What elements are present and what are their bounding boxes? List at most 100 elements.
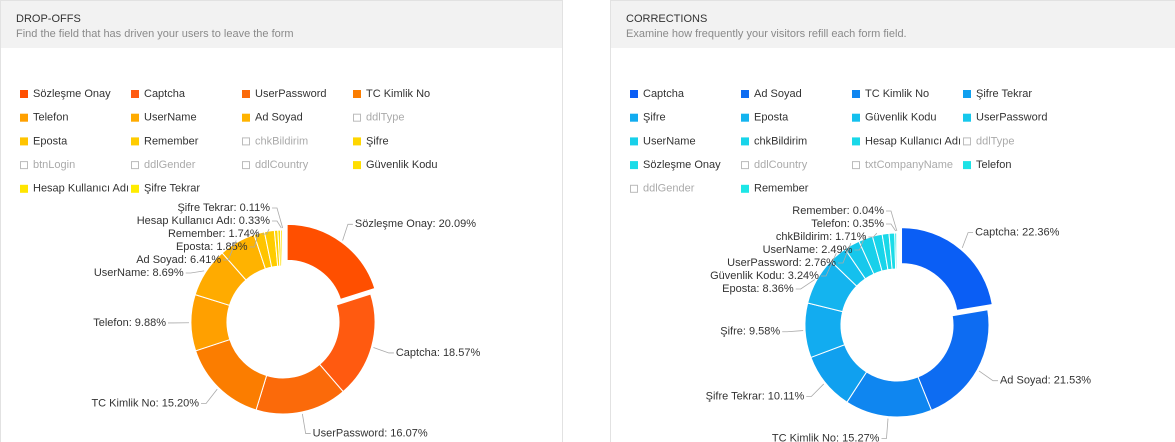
legend-swatch	[852, 90, 860, 98]
legend-swatch	[20, 184, 28, 193]
data-label: UserName: 8.69%	[94, 267, 184, 279]
legend-swatch	[20, 113, 28, 122]
legend-swatch	[852, 113, 860, 122]
legend-label: ddlType	[366, 112, 405, 124]
panel-title: CORRECTIONS	[626, 13, 707, 25]
data-label: Telefon: 0.35%	[811, 218, 884, 230]
legend-label: ddlGender	[144, 159, 196, 171]
legend-swatch	[131, 184, 139, 193]
legend-label: ddlType	[976, 135, 1015, 147]
label-leader	[373, 347, 394, 354]
data-label: Sözleşme Onay: 20.09%	[355, 218, 476, 230]
label-leader	[185, 270, 205, 274]
data-label: Şifre Tekrar: 0.11%	[177, 202, 270, 214]
legend-label: Telefon	[976, 159, 1011, 171]
legend-label: UserPassword	[976, 112, 1048, 124]
legend-label: chkBildirim	[255, 135, 308, 147]
legend-label: Şifre Tekrar	[976, 88, 1032, 100]
data-label: Hesap Kullanıcı Adı: 0.33%	[137, 215, 271, 227]
legend-swatch	[242, 161, 250, 170]
legend-swatch	[630, 90, 638, 98]
data-label: Ad Soyad: 6.41%	[136, 254, 221, 266]
legend-swatch	[741, 137, 749, 146]
data-label: Eposta: 8.36%	[722, 283, 794, 295]
legend-label: ddlCountry	[754, 159, 808, 171]
legend-label: Şifre Tekrar	[144, 183, 200, 195]
panel	[610, 0, 1175, 442]
legend-label: Ad Soyad	[754, 88, 802, 100]
legend-label: ddlCountry	[255, 159, 309, 171]
legend-swatch	[20, 137, 28, 146]
legend-swatch	[741, 161, 749, 170]
legend-label: Sözleşme Onay	[33, 88, 111, 100]
legend-label: Şifre	[643, 112, 666, 124]
legend-label: Remember	[754, 183, 809, 195]
legend-label: TC Kimlik No	[366, 88, 430, 100]
legend-label: UserPassword	[255, 88, 327, 100]
legend-label: Ad Soyad	[255, 112, 303, 124]
legend-swatch	[741, 184, 749, 193]
legend-label: ddlGender	[643, 183, 695, 195]
label-leader	[854, 236, 866, 251]
legend-label: Telefon	[33, 112, 68, 124]
data-label: UserPassword: 2.76%	[727, 257, 836, 269]
legend-label: Hesap Kullanıcı Adı	[33, 183, 129, 195]
label-leader	[249, 231, 260, 248]
label-leader	[201, 388, 218, 404]
legend-swatch	[353, 90, 361, 98]
legend-swatch	[131, 90, 139, 98]
legend-swatch	[963, 90, 971, 98]
legend-swatch	[131, 113, 139, 122]
data-label: UserName: 2.49%	[763, 244, 853, 256]
legend-swatch	[353, 113, 361, 122]
legend-label: chkBildirim	[754, 135, 807, 147]
legend-swatch	[852, 137, 860, 146]
data-label: Remember: 0.04%	[792, 205, 884, 217]
legend-swatch	[242, 113, 250, 122]
legend-swatch	[741, 113, 749, 122]
data-label: Şifre Tekrar: 10.11%	[706, 390, 805, 402]
label-leader	[782, 330, 804, 333]
legend-swatch	[353, 161, 361, 170]
panel	[0, 0, 563, 442]
data-label: TC Kimlik No: 15.20%	[91, 397, 199, 409]
label-leader	[978, 370, 998, 382]
panel-subtitle: Examine how frequently your visitors ref…	[626, 28, 907, 40]
legend-swatch	[242, 90, 250, 98]
legend-label: Captcha	[643, 88, 685, 100]
legend-label: UserName	[144, 112, 197, 124]
data-label: TC Kimlik No: 15.27%	[772, 432, 880, 442]
label-leader	[272, 207, 284, 229]
legend-swatch	[630, 184, 638, 193]
data-label: Ad Soyad: 21.53%	[1000, 375, 1091, 387]
donut-slice	[286, 223, 376, 300]
label-leader	[881, 418, 889, 439]
donut-slice	[901, 227, 993, 311]
legend-swatch	[630, 113, 638, 122]
legend-label: Güvenlik Kodu	[865, 112, 937, 124]
legend-swatch	[963, 161, 971, 170]
legend-label: Şifre	[366, 135, 389, 147]
legend-swatch	[741, 90, 749, 98]
legend-swatch	[20, 90, 28, 98]
legend-swatch	[242, 137, 250, 146]
legend-swatch	[630, 161, 638, 170]
legend-swatch	[353, 137, 361, 146]
panel-header	[611, 1, 1175, 48]
label-leader	[886, 223, 897, 232]
label-leader	[261, 228, 270, 235]
panel-subtitle: Find the field that has driven your user…	[16, 28, 294, 40]
legend-label: Eposta	[754, 112, 789, 124]
data-label: chkBildirim: 1.71%	[776, 231, 867, 243]
legend-swatch	[20, 161, 28, 170]
legend-label: Remember	[144, 135, 199, 147]
data-label: Güvenlik Kodu: 3.24%	[710, 270, 819, 282]
legend-swatch	[852, 161, 860, 170]
legend-label: txtCompanyName	[865, 159, 953, 171]
label-leader	[820, 253, 837, 277]
label-leader	[806, 383, 825, 397]
panel-title: DROP-OFFS	[16, 13, 81, 25]
label-leader	[961, 232, 974, 249]
data-label: UserPassword: 16.07%	[313, 427, 428, 439]
